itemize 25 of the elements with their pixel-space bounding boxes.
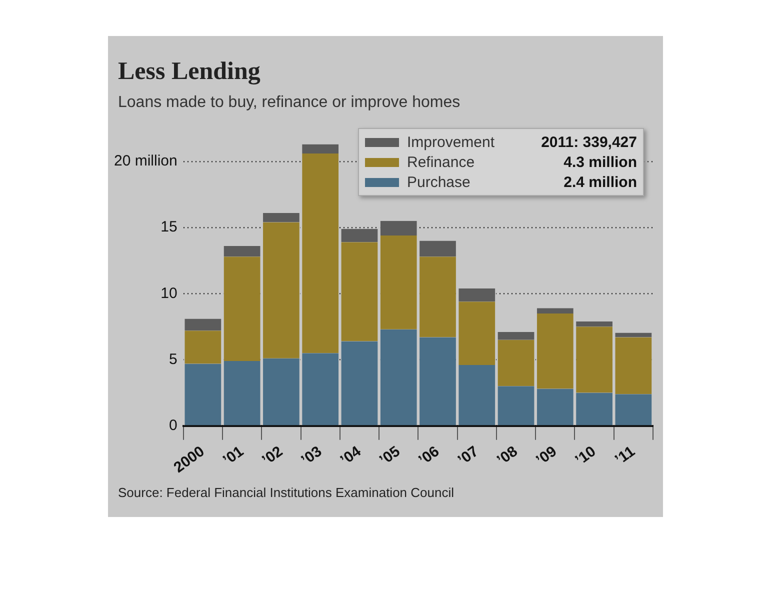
legend-label: Refinance bbox=[407, 154, 476, 170]
x-tick-label: ’10 bbox=[572, 442, 600, 469]
x-tick-label: ’04 bbox=[337, 442, 365, 469]
legend-label: Improvement bbox=[407, 134, 496, 150]
x-tick-label: ’02 bbox=[259, 442, 286, 469]
x-tick-label: ’07 bbox=[454, 442, 482, 469]
x-tick-label: ’05 bbox=[376, 442, 404, 469]
x-tick-label: ’08 bbox=[494, 442, 521, 469]
y-tick-label: 10 bbox=[160, 284, 178, 302]
x-tick-label: ’11 bbox=[612, 442, 638, 468]
chart-subtitle: Loans made to buy, refinance or improve homes bbox=[118, 94, 460, 112]
x-tick-label: ’06 bbox=[416, 442, 443, 469]
annotation: 4.3 million bbox=[564, 154, 637, 170]
y-tick-label: 5 bbox=[169, 350, 178, 368]
source-note: Source: Federal Financial Institutions Examination Council bbox=[118, 485, 454, 500]
legend-label: Purchase bbox=[407, 174, 472, 190]
y-tick-label: 0 bbox=[169, 416, 178, 434]
chart-title: Less Lending bbox=[118, 58, 260, 86]
x-tick-label: ’01 bbox=[220, 442, 247, 469]
x-tick-label: ’09 bbox=[533, 442, 560, 469]
annotation: 2.4 million bbox=[564, 174, 637, 190]
x-tick-label: ’03 bbox=[298, 442, 326, 469]
annotation: 2011: 339,427 bbox=[541, 134, 637, 150]
y-tick-label: 15 bbox=[160, 218, 178, 236]
y-tick-label: 20 million bbox=[114, 152, 178, 170]
